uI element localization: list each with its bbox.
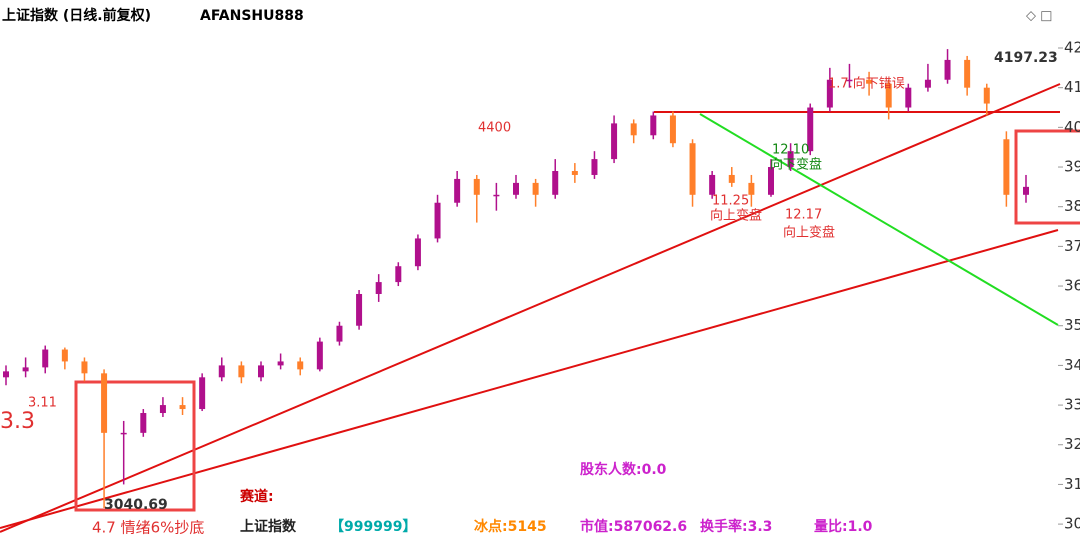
chart-subtitle: AFANSHU888 bbox=[200, 8, 304, 24]
candle-body bbox=[905, 87, 912, 108]
annotation: 3.11 bbox=[28, 396, 57, 411]
y-tick-label: 3600 bbox=[1064, 277, 1080, 295]
candle-body bbox=[964, 59, 971, 88]
candle-body bbox=[356, 293, 363, 326]
candle-body bbox=[532, 182, 539, 195]
annotation: 向上变盘 bbox=[783, 225, 835, 241]
high-label: 4197.23 bbox=[994, 50, 1058, 66]
candle-body bbox=[336, 325, 343, 342]
candle-body bbox=[885, 83, 892, 108]
annotation: 向上变盘 bbox=[710, 208, 762, 224]
y-tick-label: 3700 bbox=[1064, 237, 1080, 255]
highlight-box bbox=[74, 380, 196, 512]
candle-body bbox=[846, 79, 853, 82]
candle-body bbox=[140, 413, 147, 433]
footer-track: 赛道: bbox=[239, 488, 274, 505]
candle-body bbox=[493, 194, 500, 197]
annotation: 4.7 情绪6%抄底 bbox=[92, 519, 204, 536]
candle-body bbox=[434, 202, 441, 239]
footer-volratio: 量比:1.0 bbox=[814, 518, 873, 535]
candle-body bbox=[787, 151, 794, 168]
candle-body bbox=[179, 405, 186, 410]
y-tick-label: 3800 bbox=[1064, 197, 1080, 215]
annotation: 3.3 bbox=[0, 409, 35, 434]
y-tick-label: 3100 bbox=[1064, 475, 1080, 493]
candle-body bbox=[238, 365, 245, 378]
highlight-box bbox=[1014, 129, 1080, 225]
candle-body bbox=[22, 367, 29, 372]
annotation: 向下变盘 bbox=[770, 157, 822, 173]
y-tick-label: 3200 bbox=[1064, 435, 1080, 453]
candle-body bbox=[944, 59, 951, 80]
candle-body bbox=[395, 266, 402, 283]
footer-ice: 冰点:5145 bbox=[474, 518, 547, 535]
icons: ◇ □ bbox=[1026, 9, 1052, 24]
candle-body bbox=[611, 123, 618, 160]
overlay-lines bbox=[0, 83, 1080, 533]
candle-body bbox=[218, 365, 225, 378]
chart-title: 上证指数 (日线.前复权) bbox=[2, 7, 151, 24]
candle-body bbox=[748, 182, 755, 195]
candle-body bbox=[650, 115, 657, 136]
candle-body bbox=[689, 143, 696, 195]
candle-body bbox=[983, 87, 990, 104]
y-tick-label: 4100 bbox=[1064, 78, 1080, 96]
candle-body bbox=[120, 432, 127, 435]
candle-body bbox=[669, 115, 676, 144]
trend-line bbox=[0, 229, 1059, 529]
candle-body bbox=[3, 371, 9, 378]
y-tick-label: 3300 bbox=[1064, 396, 1080, 414]
candle-body bbox=[513, 182, 519, 195]
candle-body bbox=[728, 174, 735, 183]
candle-body bbox=[454, 178, 461, 203]
candle-body bbox=[258, 365, 264, 378]
annotation: 11.25 bbox=[712, 194, 749, 209]
candle-body bbox=[61, 349, 68, 362]
candle-body bbox=[709, 174, 716, 195]
annotation: 12.10 bbox=[772, 143, 809, 158]
annotation: 1.7.向下错误 bbox=[828, 76, 905, 92]
candle-body bbox=[1003, 139, 1010, 195]
candle-body bbox=[81, 361, 88, 374]
candle-body bbox=[297, 361, 304, 370]
footer-turnover: 换手率:3.3 bbox=[700, 518, 772, 535]
low-label: 3040.69 bbox=[104, 497, 168, 513]
annotation: 4400 bbox=[478, 121, 511, 136]
candle-body bbox=[591, 159, 598, 175]
candle-body bbox=[42, 349, 49, 368]
candle-body bbox=[159, 405, 166, 414]
candle-body bbox=[101, 373, 108, 433]
y-tick-label: 3500 bbox=[1064, 316, 1080, 334]
candle-body bbox=[199, 377, 206, 410]
annotation: 12.17 bbox=[785, 208, 822, 223]
candle-body bbox=[316, 341, 323, 370]
candle-body bbox=[277, 361, 284, 366]
footer-name: 上证指数 bbox=[240, 518, 297, 535]
y-tick-label: 4000 bbox=[1064, 118, 1080, 136]
candle-body bbox=[552, 170, 559, 195]
candle-body bbox=[473, 178, 480, 195]
candle-body bbox=[571, 170, 578, 175]
candle-body bbox=[1023, 186, 1029, 195]
footer-cap: 市值:587062.6 bbox=[580, 518, 687, 535]
candle-body bbox=[768, 167, 774, 195]
trend-line bbox=[699, 113, 1059, 326]
y-tick-label: 3400 bbox=[1064, 356, 1080, 374]
candle-body bbox=[630, 123, 637, 136]
candle-body bbox=[826, 79, 833, 108]
candle-body bbox=[414, 238, 421, 267]
candle-body bbox=[807, 107, 814, 152]
candle-body bbox=[866, 79, 873, 84]
y-tick-label: 3000 bbox=[1064, 515, 1080, 533]
candle-body bbox=[375, 282, 382, 294]
candle-body bbox=[924, 79, 931, 88]
y-tick-label: 4200 bbox=[1064, 39, 1080, 57]
footer-code: 【999999】 bbox=[330, 519, 416, 535]
trend-line bbox=[0, 83, 1061, 533]
y-tick-label: 3900 bbox=[1064, 158, 1080, 176]
footer-holders: 股东人数:0.0 bbox=[580, 461, 667, 478]
